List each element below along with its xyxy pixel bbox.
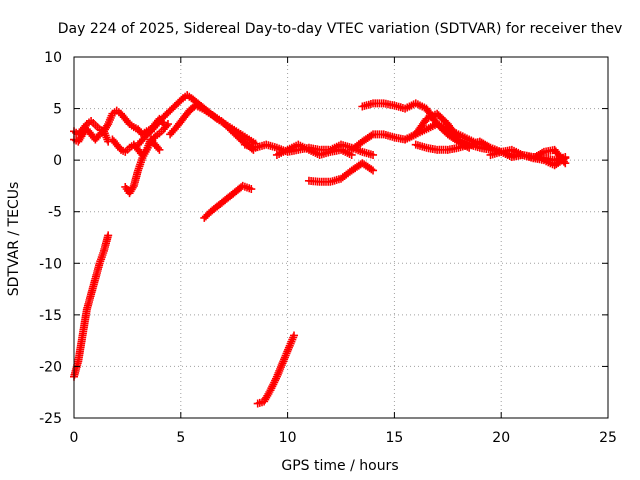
series-trace (70, 233, 112, 379)
y-tick-label: -20 (39, 359, 62, 375)
y-tick-label: -25 (39, 411, 62, 427)
series-trace (255, 333, 298, 407)
y-tick-label: 10 (44, 50, 62, 66)
x-tick-label: 15 (385, 430, 403, 446)
x-tick-label: 25 (599, 430, 617, 446)
series-s3 (200, 181, 256, 222)
series-trace (201, 182, 254, 221)
plot-frame (73, 56, 609, 419)
x-tick-label: 10 (279, 430, 297, 446)
y-tick-label: -5 (48, 205, 62, 221)
series-s16 (411, 137, 570, 170)
y-tick-label: 5 (53, 102, 62, 118)
x-tick-label: 5 (176, 430, 185, 446)
y-tick-label: -10 (39, 256, 62, 272)
series-trace (275, 141, 354, 159)
series-s15 (401, 109, 570, 165)
series-s12 (304, 159, 378, 186)
series-s17 (486, 145, 570, 168)
chart-title: Day 224 of 2025, Sidereal Day-to-day VTE… (58, 21, 622, 37)
y-tick-label: 0 (53, 153, 62, 169)
x-tick-label: 20 (492, 430, 510, 446)
series-trace (307, 160, 376, 186)
y-tick-label: -15 (39, 308, 62, 324)
series-trace (167, 102, 256, 153)
series-trace (488, 146, 568, 166)
y-axis-label: SDTVAR / TECUs (6, 182, 22, 297)
series-s11 (272, 140, 356, 159)
series-trace (72, 126, 112, 145)
axis-ticks: 0 5 10 15 20 25 -25 -20 -15 -10 -5 0 5 10 (39, 50, 617, 446)
series-s1 (70, 231, 113, 381)
series-s2 (253, 331, 299, 408)
grid-lines (74, 57, 608, 418)
series-trace (109, 137, 162, 158)
x-axis-label: GPS time / hours (281, 458, 398, 474)
series-s6 (70, 125, 113, 146)
x-tick-label: 0 (70, 430, 79, 446)
data-series (70, 91, 570, 408)
series-s7 (108, 135, 164, 159)
